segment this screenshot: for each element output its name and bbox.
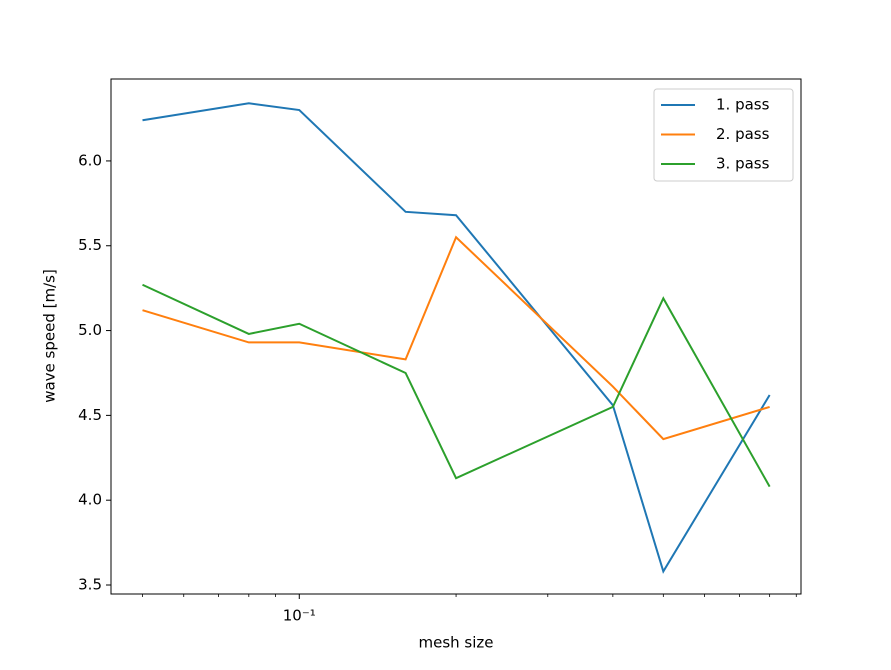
legend-label: 1. pass xyxy=(716,96,770,114)
x-axis-label: mesh size xyxy=(418,634,493,652)
y-axis-label: wave speed [m/s] xyxy=(41,269,59,403)
x-tick-label: 10⁻¹ xyxy=(283,607,316,625)
line-series xyxy=(142,235,770,441)
legend-box xyxy=(653,88,794,182)
line-series xyxy=(142,102,771,574)
y-tick-label: 3.5 xyxy=(78,576,102,594)
y-tick-label: 4.5 xyxy=(78,406,102,424)
plot-frame xyxy=(110,78,802,595)
y-tick-label: 5.5 xyxy=(78,236,102,254)
legend-label: 2. pass xyxy=(716,125,770,143)
y-tick-label: 4.0 xyxy=(78,491,102,509)
legend-label: 3. pass xyxy=(716,155,770,173)
y-tick-label: 5.0 xyxy=(78,321,102,339)
line-series xyxy=(142,283,771,488)
y-tick-label: 6.0 xyxy=(78,151,102,169)
